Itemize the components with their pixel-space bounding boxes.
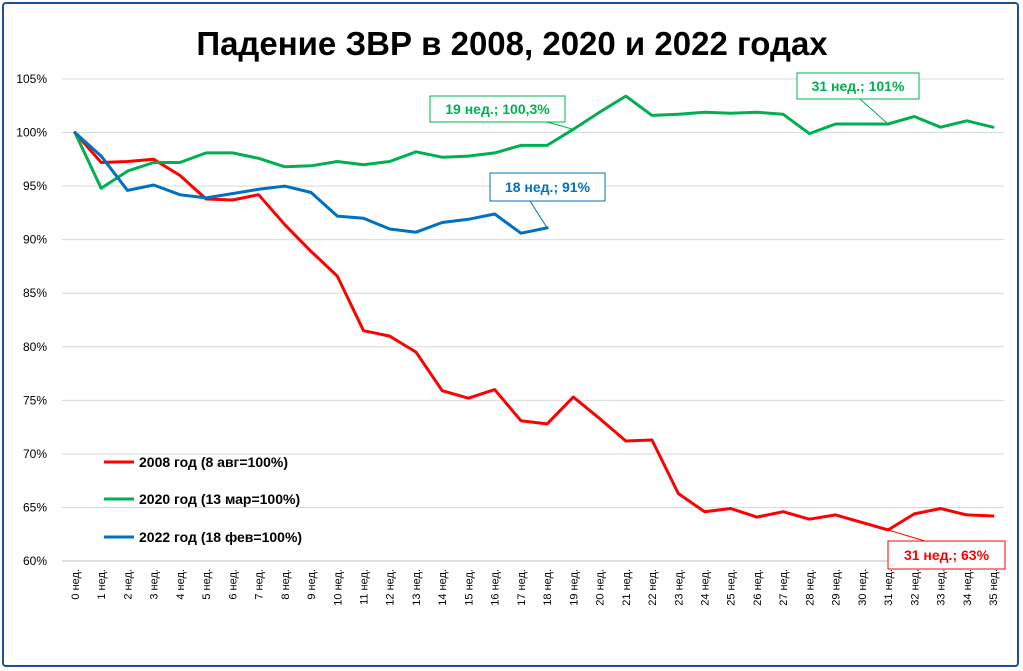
x-tick-label: 26 нед. <box>752 569 764 606</box>
x-tick-label: 5 нед. <box>201 569 213 600</box>
callout-label: 31 нед.; 101% <box>812 78 905 94</box>
x-tick-label: 17 нед. <box>516 569 528 606</box>
x-tick-label: 11 нед. <box>359 569 371 605</box>
x-tick-label: 3 нед. <box>149 569 161 600</box>
legend-label: 2008 год (8 авг=100%) <box>139 454 288 470</box>
x-tick-label: 1 нед. <box>96 569 108 600</box>
series-line-0 <box>73 131 995 532</box>
x-tick-label: 7 нед. <box>254 569 266 600</box>
x-tick-label: 33 нед. <box>936 569 948 606</box>
x-axis: 0 нед. 1 нед. 2 нед. 3 нед. 4 нед. 5 нед. 6 не… <box>62 560 1004 606</box>
grid-lines <box>62 78 1004 562</box>
x-tick-label: 34 нед. <box>962 569 974 606</box>
x-tick-label: 25 нед. <box>726 569 738 606</box>
x-tick-label: 20 нед. <box>595 569 607 606</box>
x-tick-label: 8 нед. <box>280 569 292 600</box>
y-tick-label: 85% <box>23 286 47 300</box>
x-tick-label: 6 нед. <box>227 569 239 600</box>
x-tick-label: 9 нед. <box>306 569 318 600</box>
x-tick-label: 24 нед. <box>699 569 711 606</box>
callout-box <box>796 72 920 100</box>
x-tick-label: 35 нед. <box>988 569 1000 606</box>
x-tick-label: 19 нед. <box>568 569 580 606</box>
x-tick-label: 31 нед. <box>883 569 895 606</box>
x-tick-label: 30 нед. <box>857 569 869 606</box>
callouts: 19 нед.; 100,3% 31 нед.; 101% 18 нед.; 91%… <box>429 72 1006 570</box>
x-tick-label: 16 нед. <box>490 569 502 606</box>
x-tick-label: 27 нед. <box>778 569 790 606</box>
y-tick-label: 100% <box>16 126 47 140</box>
callout-label: 31 нед.; 63% <box>904 547 990 563</box>
callout-box <box>429 95 566 123</box>
chart-title: Падение ЗВР в 2008, 2020 и 2022 годах <box>196 25 828 62</box>
legend-label: 2022 год (18 фев=100%) <box>139 529 302 545</box>
x-tick-label: 13 нед. <box>411 569 423 606</box>
x-tick-label: 10 нед. <box>332 569 344 606</box>
x-tick-label: 21 нед. <box>621 569 633 606</box>
series-line-1 <box>73 94 995 190</box>
callout-box <box>489 172 606 202</box>
x-tick-label: 14 нед. <box>437 569 449 606</box>
y-axis: 60% 65% 70% 75% 80% 85% 90% 95% 100% 105% <box>16 72 47 568</box>
callout-label: 18 нед.; 91% <box>505 179 591 195</box>
y-tick-label: 90% <box>23 233 47 247</box>
callout-leader <box>887 529 926 542</box>
y-tick-label: 80% <box>23 340 47 354</box>
x-tick-label: 23 нед. <box>673 569 685 606</box>
x-tick-label: 28 нед. <box>804 569 816 606</box>
x-tick-label: 12 нед. <box>385 569 397 606</box>
callout-box <box>887 540 1006 570</box>
callout-leader <box>859 98 889 125</box>
callout-leader <box>546 121 574 130</box>
x-tick-label: 4 нед. <box>175 569 187 600</box>
x-tick-label: 29 нед. <box>831 569 843 606</box>
legend-label: 2020 год (13 мар=100%) <box>139 491 300 507</box>
y-tick-label: 70% <box>23 447 47 461</box>
y-tick-label: 105% <box>16 72 47 86</box>
callout-leader <box>529 200 548 229</box>
x-tick-label: 15 нед. <box>463 569 475 606</box>
x-tick-label: 22 нед. <box>647 569 659 606</box>
x-tick-label: 0 нед. <box>70 569 82 600</box>
callout-label: 19 нед.; 100,3% <box>445 101 550 117</box>
series-line-2 <box>73 131 549 235</box>
y-tick-label: 75% <box>23 393 47 407</box>
x-tick-label: 2 нед. <box>122 569 134 600</box>
legend: 2008 год (8 авг=100%) 2020 год (13 мар=10… <box>104 454 302 545</box>
y-tick-label: 60% <box>23 554 47 568</box>
y-tick-label: 65% <box>23 500 47 514</box>
y-tick-label: 95% <box>23 179 47 193</box>
series-lines <box>73 94 995 532</box>
x-tick-label: 18 нед. <box>542 569 554 606</box>
x-tick-label: 32 нед. <box>909 569 921 606</box>
